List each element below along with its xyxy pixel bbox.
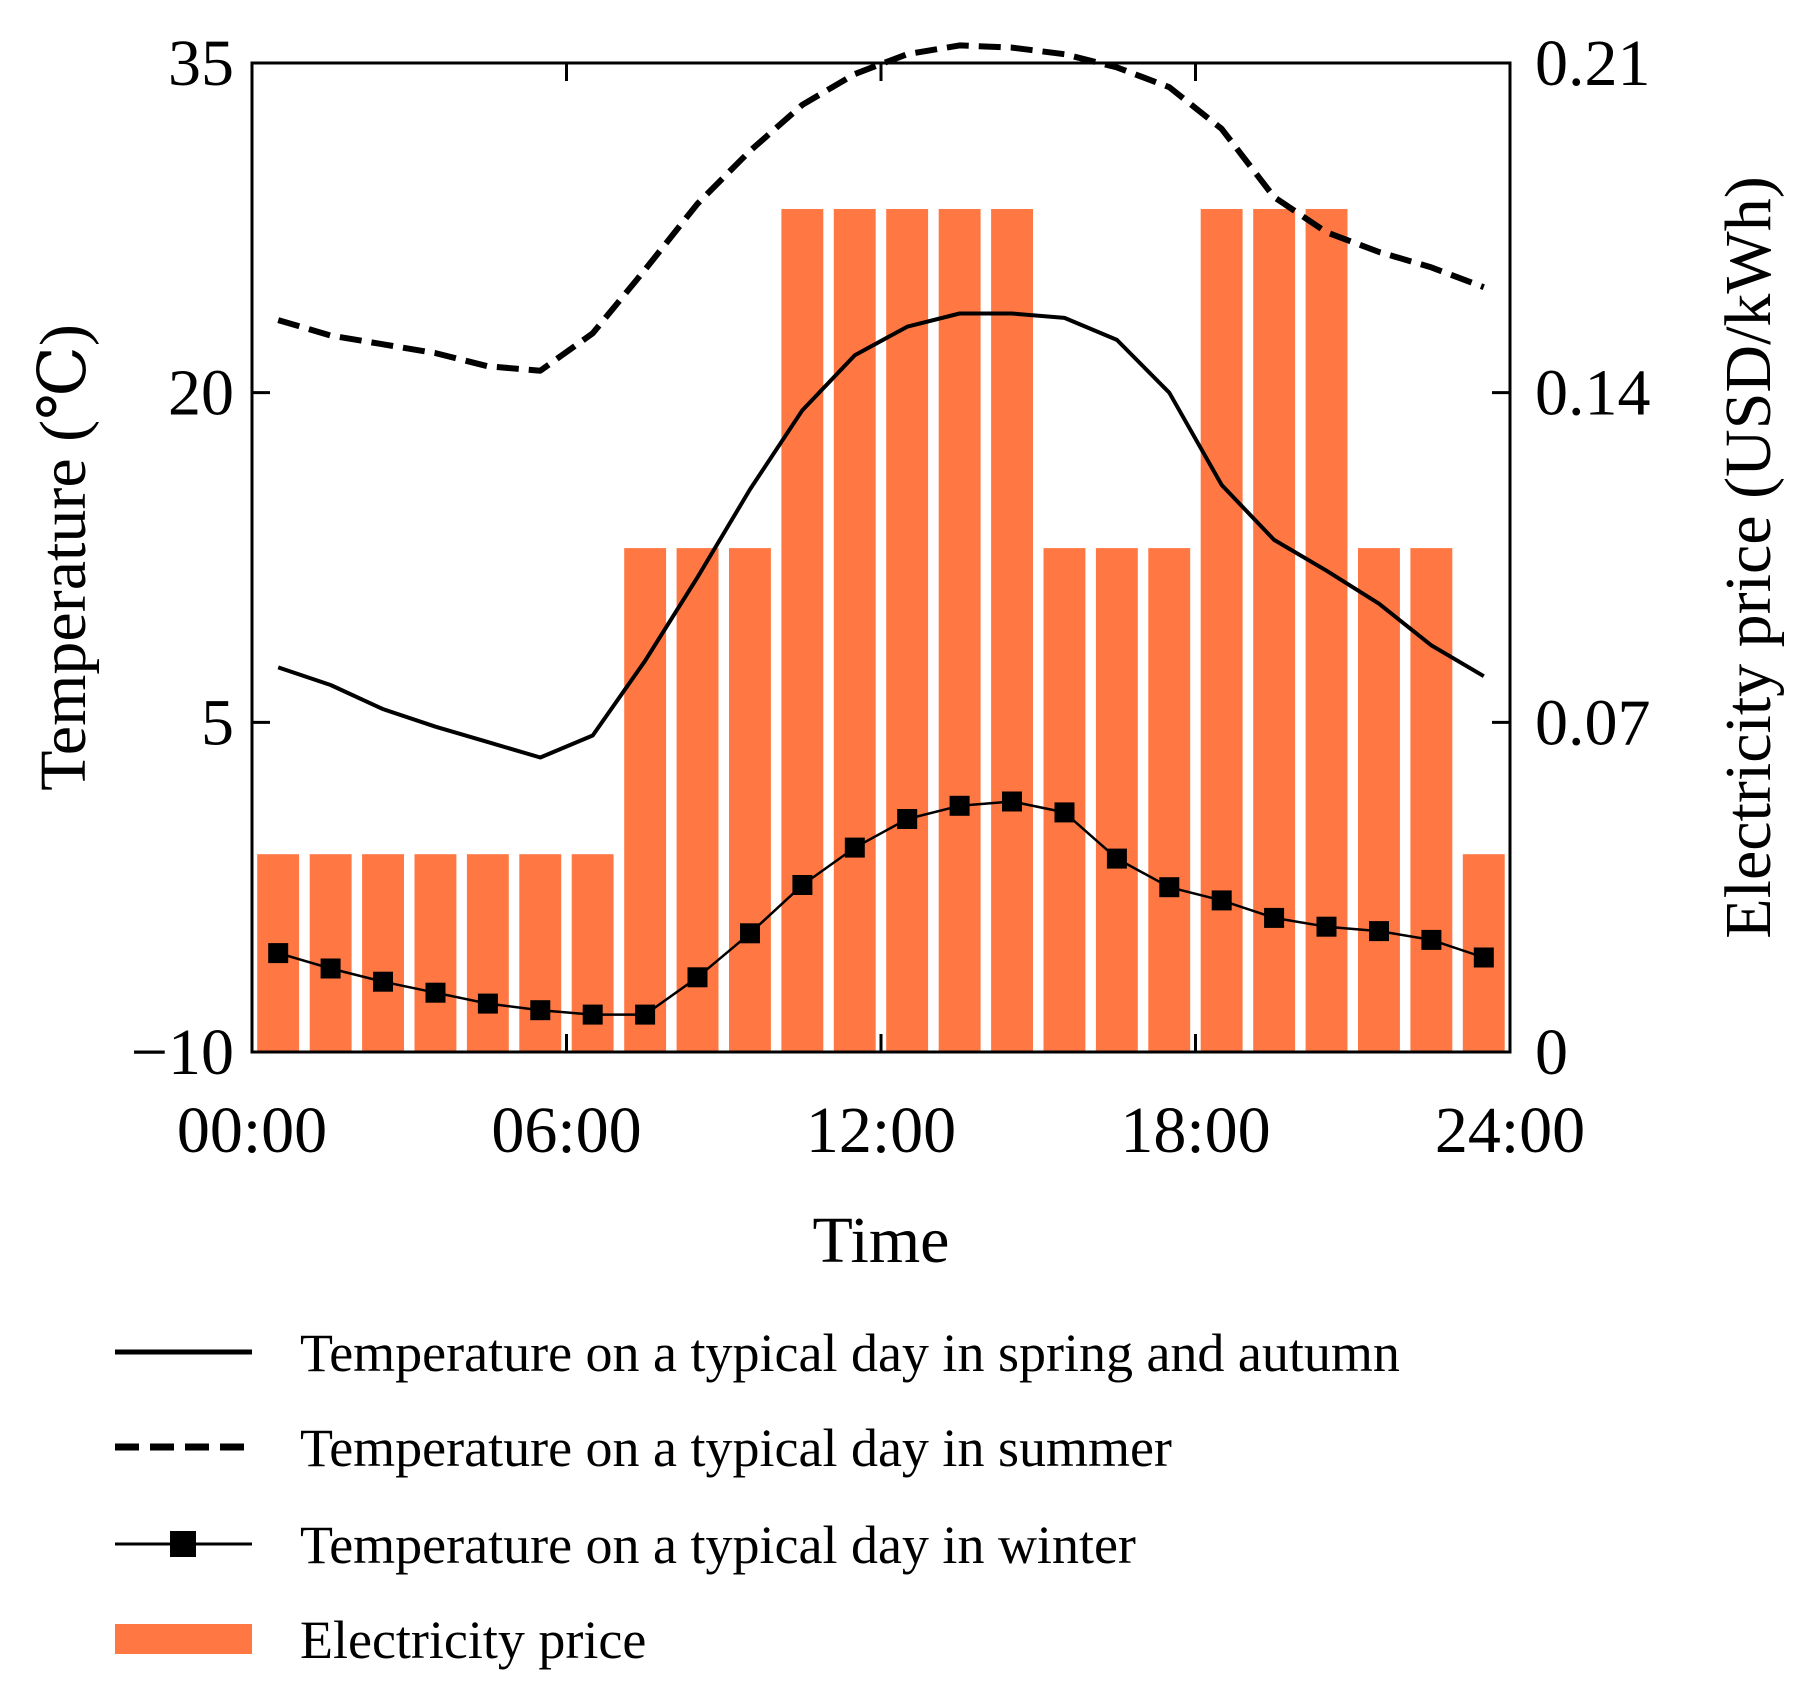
y-left-tick-label: 20 bbox=[168, 357, 234, 430]
price-bars bbox=[257, 209, 1505, 1052]
price-bar bbox=[729, 548, 771, 1052]
winter-point-marker bbox=[897, 809, 918, 829]
winter-point-marker bbox=[687, 967, 708, 988]
price-bar bbox=[309, 854, 352, 1052]
price-bar bbox=[414, 854, 457, 1052]
price-bar bbox=[1410, 548, 1453, 1052]
y-left-tick-label: 35 bbox=[168, 27, 234, 100]
winter-point-marker bbox=[1159, 877, 1180, 898]
price-bar bbox=[1043, 548, 1086, 1052]
axis-ticks bbox=[250, 61, 1512, 1054]
winter-point-marker bbox=[477, 993, 498, 1014]
y-right-tick-label: 0.14 bbox=[1535, 357, 1651, 430]
price-bar bbox=[886, 209, 929, 1052]
winter-point-marker bbox=[1054, 802, 1075, 823]
winter-point-marker bbox=[268, 943, 289, 964]
price-bar bbox=[991, 209, 1033, 1052]
winter-point-marker bbox=[792, 875, 813, 895]
y-right-tick-label: 0 bbox=[1535, 1016, 1568, 1089]
y-right-tick-label: 0.07 bbox=[1535, 686, 1651, 759]
x-axis-label: Time bbox=[813, 1204, 950, 1277]
winter-point-marker bbox=[1316, 916, 1337, 937]
price-bar bbox=[466, 854, 509, 1052]
winter-point-marker bbox=[1369, 921, 1389, 942]
y-axis-left-label: Temperature (℃) bbox=[27, 324, 100, 791]
x-tick-label: 06:00 bbox=[491, 1094, 641, 1167]
temperature-lines bbox=[268, 42, 1494, 1025]
x-tick-label: 18:00 bbox=[1120, 1094, 1270, 1167]
legend-square-marker-icon bbox=[170, 1531, 196, 1557]
y-right-tick-label: 0.21 bbox=[1535, 27, 1651, 100]
legend-label-summer: Temperature on a typical day in summer bbox=[300, 1418, 1172, 1478]
winter-point-marker bbox=[1421, 929, 1442, 950]
winter-point-marker bbox=[1106, 848, 1127, 869]
x-tick-label: 00:00 bbox=[177, 1094, 327, 1167]
winter-point-marker bbox=[1473, 947, 1494, 968]
price-bar bbox=[1095, 548, 1138, 1052]
winter-point-marker bbox=[320, 958, 341, 979]
winter-point-marker bbox=[1002, 791, 1022, 812]
y-left-tick-label: −10 bbox=[131, 1016, 234, 1089]
winter-point-marker bbox=[1264, 907, 1285, 928]
price-bar bbox=[362, 854, 404, 1052]
y-axis-right-label: Electricity price (USD/kWh) bbox=[1712, 176, 1785, 938]
legend-item-winter: Temperature on a typical day in winter bbox=[115, 1515, 1136, 1575]
y-left-tick-label: 5 bbox=[201, 686, 234, 759]
axis-tick-labels: 00:00 06:00 12:00 18:00 24:00 −10 5 20 35 0 0.07 0.… bbox=[131, 27, 1651, 1167]
legend-label-price: Electricity price bbox=[300, 1610, 646, 1670]
x-tick-label: 24:00 bbox=[1435, 1094, 1585, 1167]
legend-item-summer: Temperature on a typical day in summer bbox=[115, 1418, 1172, 1478]
winter-point-marker bbox=[740, 923, 760, 944]
price-bar bbox=[833, 209, 876, 1052]
winter-point-marker bbox=[844, 837, 865, 858]
winter-point-marker bbox=[530, 1000, 551, 1021]
legend-label-winter: Temperature on a typical day in winter bbox=[300, 1515, 1136, 1575]
x-tick-label: 12:00 bbox=[806, 1094, 956, 1167]
winter-point-marker bbox=[949, 795, 970, 816]
price-bar bbox=[1305, 209, 1348, 1052]
summer-temperature-line bbox=[277, 42, 1485, 374]
legend-orange-bar-icon bbox=[115, 1624, 252, 1654]
winter-point-marker bbox=[635, 1004, 656, 1025]
winter-temperature-line bbox=[277, 800, 1485, 1016]
price-bar bbox=[1200, 209, 1243, 1052]
winter-point-marker bbox=[582, 1004, 603, 1025]
price-bar bbox=[938, 209, 981, 1052]
legend-item-price: Electricity price bbox=[115, 1610, 646, 1670]
legend: Temperature on a typical day in spring a… bbox=[115, 1323, 1400, 1670]
price-bar bbox=[1148, 548, 1191, 1052]
price-bar bbox=[781, 209, 824, 1052]
spring-autumn-temperature-line bbox=[277, 311, 1485, 760]
legend-item-spring-autumn: Temperature on a typical day in spring a… bbox=[115, 1323, 1400, 1383]
winter-point-marker bbox=[1211, 890, 1232, 911]
winter-point-marker bbox=[425, 982, 446, 1003]
price-bar bbox=[1358, 548, 1400, 1052]
price-bar bbox=[624, 548, 667, 1052]
price-bar bbox=[519, 854, 562, 1052]
legend-label-spring-autumn: Temperature on a typical day in spring a… bbox=[300, 1323, 1400, 1383]
winter-point-marker bbox=[373, 971, 393, 992]
